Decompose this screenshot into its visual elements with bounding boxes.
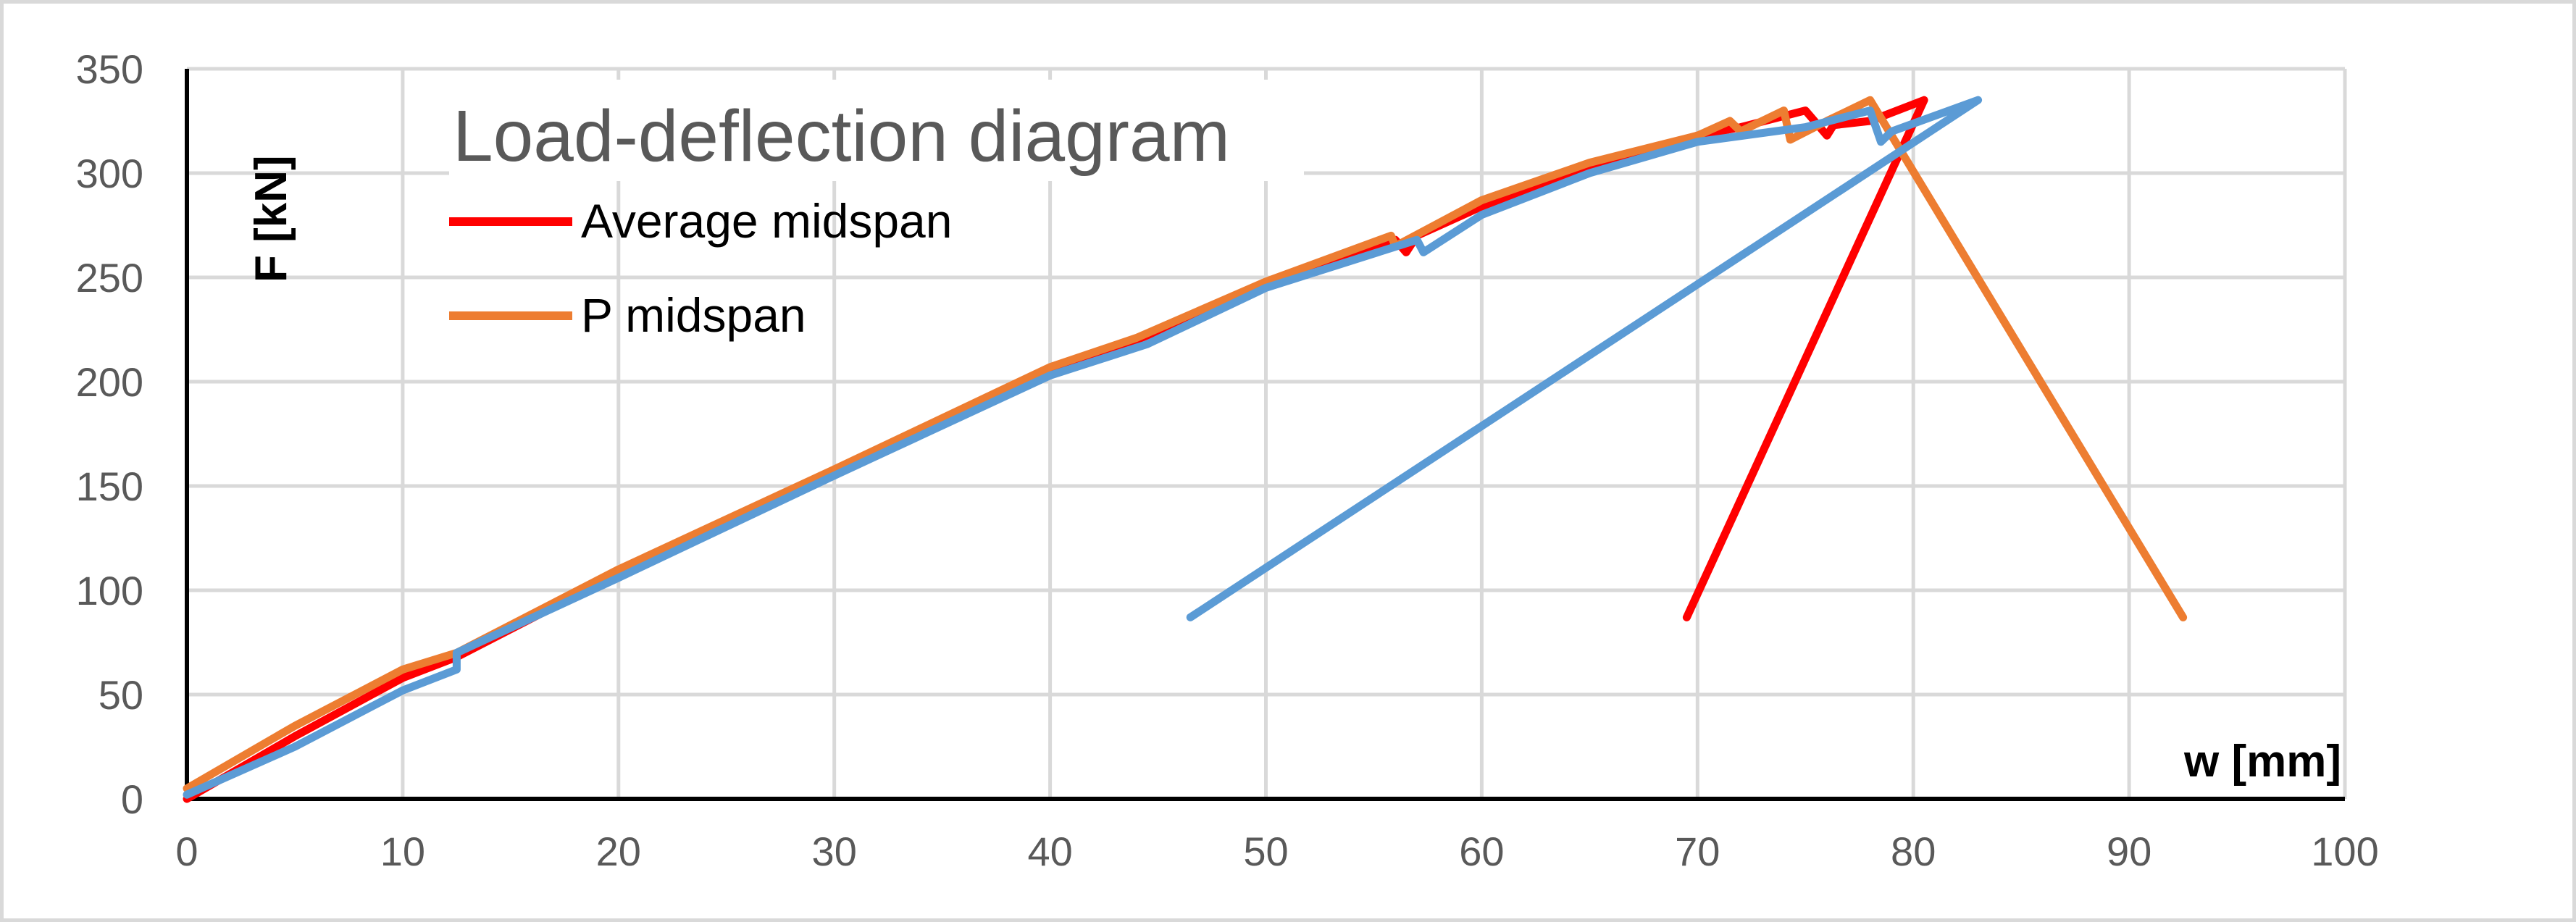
y-tick-label: 300: [76, 151, 143, 196]
y-tick-label: 100: [76, 568, 143, 613]
y-tick-label: 0: [121, 776, 143, 822]
series-line-2: [183, 96, 2188, 793]
y-tick-label: 50: [99, 672, 143, 718]
x-tick-label: 40: [1027, 829, 1072, 874]
y-tick-label: 150: [76, 464, 143, 509]
x-tick-label: 60: [1459, 829, 1504, 874]
title-background: [449, 80, 1304, 181]
x-tick-label: 90: [2107, 829, 2151, 874]
x-tick-label: 80: [1891, 829, 1936, 874]
x-tick-label: 50: [1243, 829, 1288, 874]
legend-label-p-midspan: P midspan: [581, 288, 806, 342]
series-lines: [183, 96, 2188, 803]
y-tick-label: 350: [76, 46, 143, 92]
y-tick-label: 250: [76, 255, 143, 301]
x-tick-label: 10: [380, 829, 425, 874]
x-tick-label: 20: [596, 829, 641, 874]
tick-labels: 0 10 20 30 40 50 60 70 80 90 100 0 50 100 150 200 250 300…: [76, 46, 2379, 874]
x-axis-title: w [mm]: [2183, 737, 2341, 787]
x-tick-label: 100: [2311, 829, 2378, 874]
y-tick-label: 200: [76, 359, 143, 405]
legend-label-average-midspan: Average midspan: [581, 194, 952, 248]
x-tick-label: 70: [1675, 829, 1720, 874]
y-axis-title: F [kN]: [246, 155, 296, 282]
chart-title: Load-deflection diagram: [453, 96, 1230, 177]
x-tick-label: 0: [175, 829, 198, 874]
x-tick-label: 30: [812, 829, 857, 874]
axes: [185, 69, 2345, 801]
series-line-3: [183, 96, 1983, 799]
